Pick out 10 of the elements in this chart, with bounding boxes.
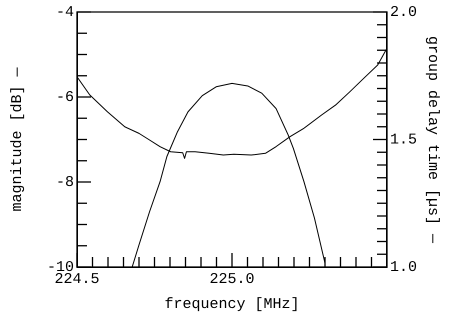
- y2-axis-title: group delay time [µs] —: [424, 36, 442, 244]
- y-axis-title: magnitude [dB] —: [8, 66, 26, 212]
- y-tick-label: -4: [56, 4, 74, 21]
- y2-tick-label: 1.0: [390, 258, 418, 276]
- x-tick-label: 225.0: [209, 270, 255, 288]
- y2-tick-label: 2.0: [390, 4, 418, 21]
- y-tick-label: -6: [56, 88, 74, 106]
- y2-tick-label: 1.5: [390, 131, 418, 148]
- y-tick-label: -8: [56, 174, 74, 191]
- x-axis-title: frequency [MHz]: [164, 296, 300, 313]
